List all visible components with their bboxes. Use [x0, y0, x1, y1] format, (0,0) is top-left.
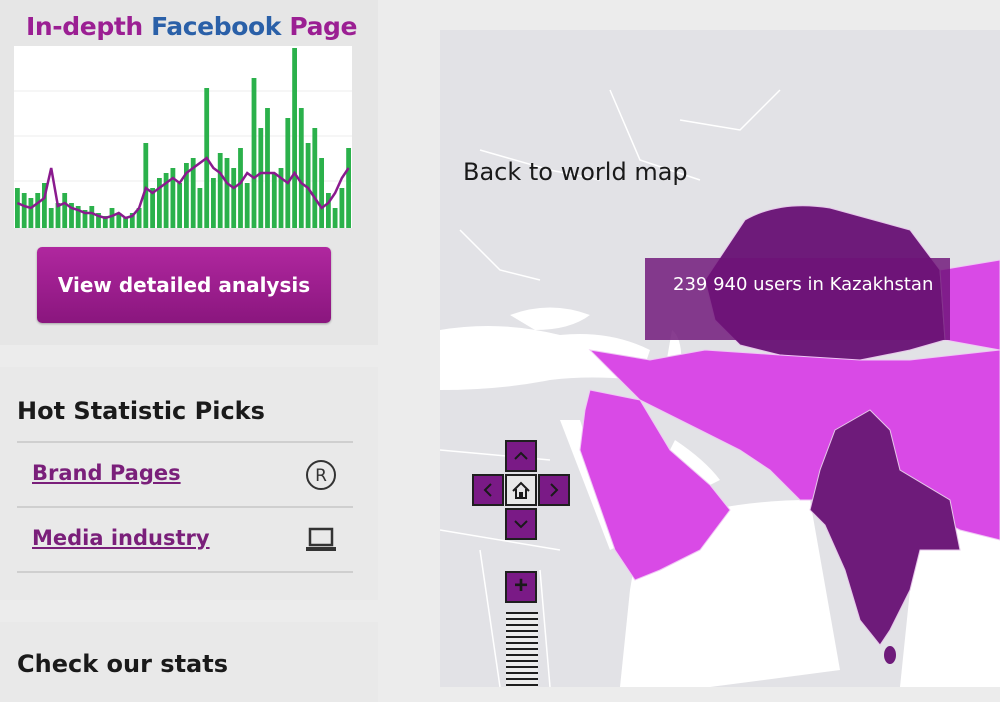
sparkline-bar — [211, 178, 216, 228]
chevron-left-icon — [483, 483, 492, 497]
sparkline-bar — [217, 153, 223, 228]
view-analysis-button[interactable]: View detailed analysis — [37, 247, 331, 323]
sparkline-bar — [177, 183, 182, 228]
sparkline-bar — [238, 148, 243, 228]
sparkline-bar — [339, 188, 345, 228]
sparkline-bar — [102, 216, 108, 228]
sparkline-bar — [75, 206, 81, 228]
sparkline-bar — [292, 48, 297, 228]
persian-gulf — [670, 440, 720, 485]
sparkline-bar — [48, 208, 54, 228]
sparkline-bar — [150, 188, 155, 228]
promo-sparkline-chart — [14, 46, 352, 228]
sparkline-bar — [184, 163, 189, 228]
sparkline-bar — [278, 168, 284, 228]
sparkline-bar — [163, 173, 169, 228]
chevron-right-icon — [550, 483, 559, 497]
check-stats-panel: Check our stats — [0, 622, 378, 702]
sparkline-bar — [15, 188, 20, 228]
promo-panel: In-depth Facebook Page monitoring View d… — [0, 0, 378, 345]
sparkline-bar — [116, 213, 122, 228]
promo-title-brand: Facebook — [151, 12, 282, 41]
promo-title-part1: In-depth — [26, 12, 152, 41]
sparkline-bar — [96, 213, 101, 228]
sparkline-bar — [136, 208, 142, 228]
country-borders — [440, 89, 781, 687]
sparkline-bar — [129, 213, 135, 228]
sparkline-bar — [21, 193, 27, 228]
sparkline-bar — [298, 108, 304, 228]
sparkline-bar — [305, 143, 311, 228]
sparkline-bar — [251, 78, 257, 228]
sparkline-bar — [319, 158, 324, 228]
sparkline-bar — [326, 193, 331, 228]
sparkline-bar — [62, 193, 68, 228]
brand-pages-link[interactable]: Brand Pages — [32, 461, 181, 485]
sparkline-bar — [285, 118, 291, 228]
sparkline-bar — [89, 206, 95, 228]
divider — [17, 506, 353, 508]
chevron-up-icon — [514, 451, 528, 460]
laptop-icon — [306, 527, 336, 551]
sparkline-bar — [231, 168, 237, 228]
zoom-slider[interactable] — [506, 612, 538, 687]
sparkline-bar — [224, 158, 230, 228]
promo-bars — [15, 48, 351, 228]
mediterranean-sea — [440, 326, 650, 390]
sparkline-bar — [123, 218, 128, 228]
sparkline-bar — [42, 183, 47, 228]
promo-trend-line — [16, 156, 350, 220]
chevron-down-icon — [514, 520, 528, 529]
media-industry-link[interactable]: Media industry — [32, 526, 210, 550]
sri-lanka-region — [884, 646, 896, 664]
home-button[interactable] — [505, 474, 537, 506]
sparkline-bar — [346, 148, 351, 228]
sparkline-bar — [271, 173, 277, 228]
map-tooltip: 239 940 users in Kazakhstan — [645, 258, 950, 340]
sparkline-bar — [244, 183, 250, 228]
sparkline-bar — [265, 108, 270, 228]
sparkline-bar — [157, 178, 162, 228]
check-stats-title: Check our stats — [17, 650, 228, 678]
divider — [17, 571, 353, 573]
svg-text:R: R — [315, 466, 327, 486]
zoom-in-button[interactable]: + — [505, 571, 537, 603]
sparkline-bar — [332, 208, 338, 228]
sparkline-bar — [197, 188, 203, 228]
sparkline-bar — [312, 128, 318, 228]
sparkline-bar — [28, 198, 34, 228]
sparkline-bar — [258, 128, 264, 228]
arabia-region — [579, 389, 731, 581]
sparkline-bar — [170, 168, 176, 228]
pan-left-button[interactable] — [472, 474, 504, 506]
sparkline-bar — [190, 158, 196, 228]
sparkline-bar — [143, 143, 149, 228]
back-to-world-map-link[interactable]: Back to world map — [463, 158, 688, 186]
hot-picks-panel: Hot Statistic Picks Brand Pages R Media … — [0, 367, 378, 600]
pan-up-button[interactable] — [505, 440, 537, 472]
black-sea — [510, 307, 590, 330]
sparkline-bar — [69, 203, 74, 228]
sparkline-bar — [55, 203, 61, 228]
pan-down-button[interactable] — [505, 508, 537, 540]
divider — [17, 441, 353, 443]
registered-icon: R — [306, 460, 336, 490]
bay-of-bengal — [900, 507, 1000, 687]
sparkline-bar — [82, 210, 88, 228]
pan-right-button[interactable] — [538, 474, 570, 506]
india-region — [809, 409, 961, 646]
sparkline-bar — [35, 193, 41, 228]
sparkline-bar — [109, 208, 115, 228]
hot-picks-title: Hot Statistic Picks — [17, 397, 265, 425]
home-icon — [512, 481, 530, 499]
